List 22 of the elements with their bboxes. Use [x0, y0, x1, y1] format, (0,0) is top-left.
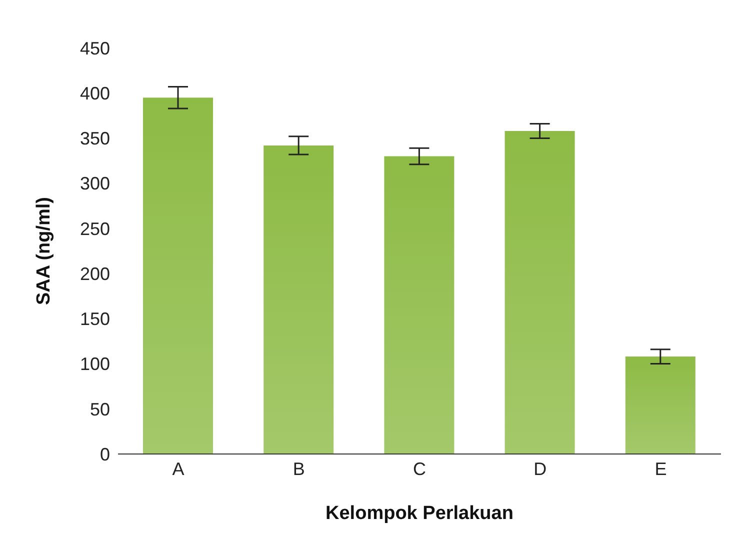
bar [264, 145, 334, 454]
bar [504, 131, 575, 454]
x-tick-label: D [534, 458, 547, 479]
y-tick-label: 150 [80, 309, 110, 330]
y-tick-label: 50 [90, 399, 110, 420]
x-tick-label: C [413, 458, 426, 479]
y-tick-label: 100 [80, 354, 110, 374]
y-tick-label: 300 [80, 174, 110, 194]
x-tick-label: E [654, 458, 667, 479]
x-tick-label: B [292, 458, 305, 479]
x-axis-title: Kelompok Perlakuan [326, 503, 514, 524]
y-tick-label: 250 [80, 218, 110, 239]
y-axis-title: SAA (ng/ml) [34, 196, 55, 306]
x-tick-label: A [172, 458, 184, 479]
bar [625, 356, 696, 454]
bar [384, 156, 454, 454]
y-tick-label: 0 [100, 444, 110, 464]
y-tick-label: 450 [80, 38, 110, 58]
y-tick-label: 350 [80, 128, 110, 149]
y-tick-label: 400 [80, 84, 110, 104]
y-tick-label: 200 [80, 264, 110, 284]
bar [143, 98, 213, 454]
